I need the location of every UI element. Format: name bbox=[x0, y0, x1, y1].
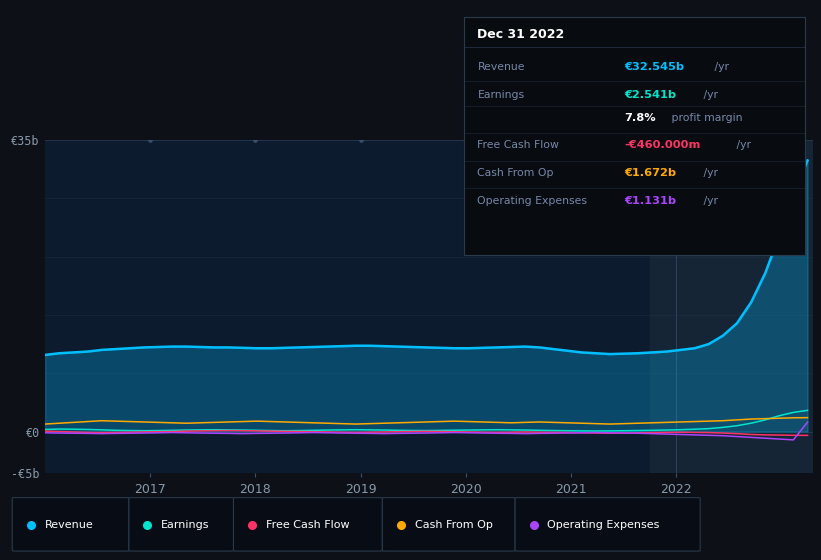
Text: €1.672b: €1.672b bbox=[624, 167, 677, 178]
FancyBboxPatch shape bbox=[233, 498, 383, 551]
Text: €1.131b: €1.131b bbox=[624, 196, 677, 206]
Text: €32.545b: €32.545b bbox=[624, 62, 684, 72]
Text: -€460.000m: -€460.000m bbox=[624, 141, 700, 150]
Text: Dec 31 2022: Dec 31 2022 bbox=[478, 27, 565, 40]
Bar bbox=[649, 140, 813, 473]
Text: Operating Expenses: Operating Expenses bbox=[478, 196, 588, 206]
Text: 7.8%: 7.8% bbox=[624, 113, 656, 123]
Text: Revenue: Revenue bbox=[478, 62, 525, 72]
Text: Earnings: Earnings bbox=[478, 90, 525, 100]
Text: profit margin: profit margin bbox=[667, 113, 742, 123]
Text: /yr: /yr bbox=[711, 62, 729, 72]
FancyBboxPatch shape bbox=[12, 498, 129, 551]
Text: Cash From Op: Cash From Op bbox=[478, 167, 554, 178]
Text: Free Cash Flow: Free Cash Flow bbox=[478, 141, 559, 150]
FancyBboxPatch shape bbox=[515, 498, 700, 551]
Text: /yr: /yr bbox=[700, 196, 718, 206]
FancyBboxPatch shape bbox=[129, 498, 233, 551]
FancyBboxPatch shape bbox=[383, 498, 515, 551]
Text: Revenue: Revenue bbox=[44, 520, 93, 530]
Text: Free Cash Flow: Free Cash Flow bbox=[266, 520, 349, 530]
Text: /yr: /yr bbox=[700, 167, 718, 178]
Text: €2.541b: €2.541b bbox=[624, 90, 677, 100]
Text: Earnings: Earnings bbox=[161, 520, 209, 530]
Text: /yr: /yr bbox=[733, 141, 751, 150]
Text: Cash From Op: Cash From Op bbox=[415, 520, 493, 530]
Text: Operating Expenses: Operating Expenses bbox=[548, 520, 659, 530]
Text: /yr: /yr bbox=[700, 90, 718, 100]
